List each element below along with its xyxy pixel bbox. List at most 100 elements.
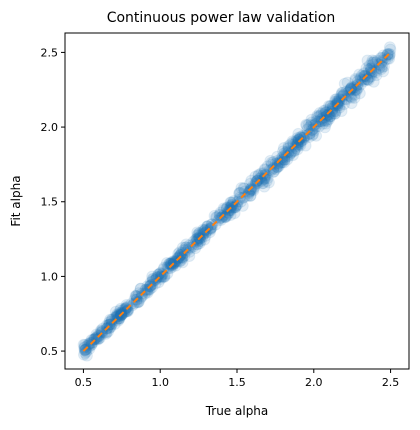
scatter-point: [90, 328, 103, 341]
scatter-point: [130, 289, 143, 302]
scatter-point: [292, 133, 305, 146]
scatter-point: [187, 240, 200, 253]
scatter-point: [230, 199, 243, 212]
scatter-point: [262, 176, 275, 189]
scatter-point: [112, 314, 125, 327]
scatter-point: [130, 295, 143, 308]
scatter-point: [111, 310, 124, 323]
scatter-point: [238, 185, 251, 198]
scatter-point: [161, 261, 174, 274]
y-tick-label: 0.5: [41, 345, 59, 358]
scatter-point: [242, 187, 255, 200]
scatter-point: [80, 345, 93, 358]
scatter-point: [292, 127, 305, 140]
scatter-point: [320, 106, 333, 119]
scatter-point: [276, 153, 289, 166]
scatter-point: [228, 207, 241, 220]
scatter-point: [221, 208, 234, 221]
scatter-point: [224, 203, 237, 216]
scatter-point: [365, 67, 378, 80]
scatter-point: [189, 233, 202, 246]
scatter-point: [191, 238, 204, 251]
scatter-point: [166, 260, 179, 273]
scatter-point: [294, 131, 307, 144]
scatter-point: [199, 223, 212, 236]
scatter-point: [313, 107, 326, 120]
scatter-point: [379, 53, 392, 66]
scatter-point: [366, 54, 379, 67]
scatter-point: [284, 147, 297, 160]
reference-line-y-equals-x: [82, 51, 392, 352]
x-tick-label: 2.0: [305, 376, 323, 389]
scatter-point: [150, 270, 163, 283]
scatter-point: [105, 315, 118, 328]
y-axis-ticks: 0.5 1.0 1.5 2.0 2.5: [41, 46, 65, 358]
scatter-point: [244, 189, 257, 202]
scatter-point: [341, 86, 354, 99]
scatter-point: [321, 109, 334, 122]
scatter-point: [231, 198, 244, 211]
scatter-point: [370, 69, 383, 82]
chart-title: Continuous power law validation: [107, 10, 336, 26]
scatter-point: [93, 332, 106, 345]
scatter-point: [202, 220, 215, 233]
scatter-point: [291, 138, 304, 151]
scatter-point: [237, 182, 250, 195]
scatter-point: [103, 322, 116, 335]
scatter-point: [342, 89, 355, 102]
scatter-point: [323, 109, 336, 122]
scatter-point: [249, 170, 262, 183]
scatter-point: [194, 229, 207, 242]
scatter-point: [360, 62, 373, 75]
scatter-point: [157, 263, 170, 276]
scatter-point: [183, 239, 196, 252]
x-tick-label: 1.0: [151, 376, 169, 389]
scatter-point: [245, 174, 258, 187]
scatter-point: [103, 316, 116, 329]
scatter-point: [128, 293, 141, 306]
scatter-point: [236, 191, 249, 204]
scatter-point: [167, 255, 180, 268]
scatter-point: [190, 233, 203, 246]
scatter-point: [157, 270, 170, 283]
scatter-point: [191, 226, 204, 239]
scatter-point: [255, 175, 268, 188]
scatter-point: [336, 90, 349, 103]
scatter-point: [174, 248, 187, 261]
scatter-point: [204, 223, 217, 236]
scatter-point: [175, 246, 188, 259]
scatter-point: [271, 154, 284, 167]
scatter-point: [368, 55, 381, 68]
scatter-point: [199, 229, 212, 242]
scatter-point: [109, 305, 122, 318]
scatter-point: [160, 256, 173, 269]
scatter-point: [373, 58, 386, 71]
scatter-point: [220, 203, 233, 216]
scatter-point: [140, 285, 153, 298]
scatter-point: [258, 180, 271, 193]
y-tick-label: 2.5: [41, 46, 59, 59]
scatter-point: [243, 185, 256, 198]
scatter-point: [227, 196, 240, 209]
scatter-point: [215, 213, 228, 226]
scatter-point: [164, 262, 177, 275]
scatter-point: [144, 283, 157, 295]
scatter-point: [375, 51, 388, 64]
scatter-point: [171, 251, 184, 264]
scatter-point: [79, 347, 92, 360]
scatter-point: [294, 131, 307, 144]
scatter-point: [310, 115, 323, 128]
scatter-point: [131, 290, 144, 303]
scatter-point: [167, 255, 180, 268]
scatter-point: [333, 93, 346, 106]
scatter-point: [300, 119, 313, 132]
scatter-point: [344, 82, 357, 95]
scatter-point: [120, 305, 133, 318]
scatter-point: [323, 113, 336, 126]
y-tick-label: 1.0: [41, 270, 59, 283]
scatter-point: [180, 241, 193, 254]
scatter-point: [333, 99, 346, 112]
scatter-point: [285, 145, 298, 158]
scatter-point: [144, 276, 157, 289]
scatter-point: [257, 167, 270, 180]
